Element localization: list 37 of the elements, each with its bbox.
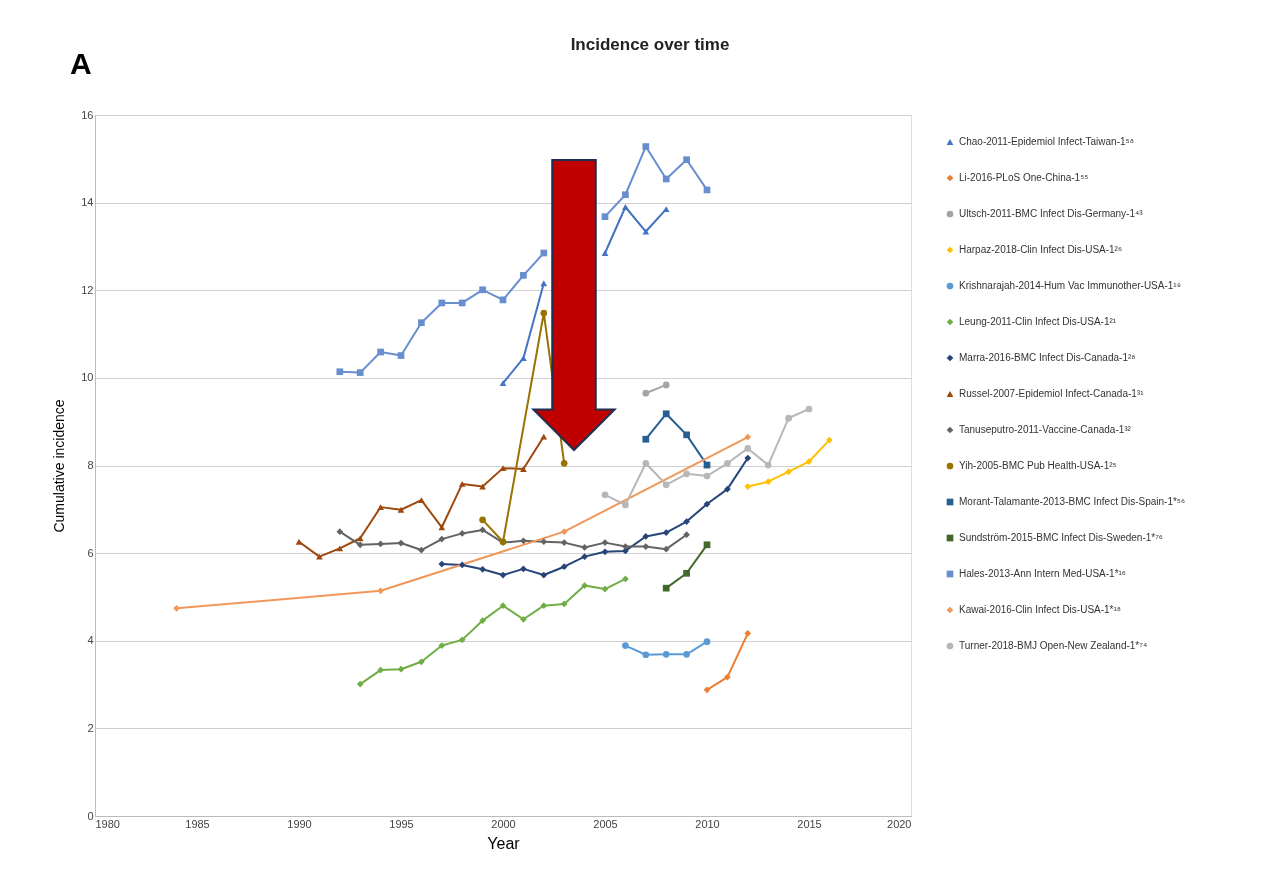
y-tick-label: 0 xyxy=(87,809,94,822)
x-tick-label: 2015 xyxy=(797,817,822,830)
x-tick-label: 2020 xyxy=(887,817,912,830)
y-tick-label: 16 xyxy=(81,108,94,121)
legend-label: Russel-2007-Epidemiol Infect-Canada-1³¹ xyxy=(959,388,1145,399)
x-tick-label: 2005 xyxy=(593,817,618,830)
y-tick-label: 10 xyxy=(81,371,94,384)
text: A xyxy=(70,47,92,80)
legend-label: Marra-2016-BMC Infect Dis-Canada-1²⁸ xyxy=(959,352,1136,363)
legend-label: Kawai-2016-Clin Infect Dis-USA-1*¹⁸ xyxy=(959,604,1122,615)
legend-label: Harpaz-2018-Clin Infect Dis-USA-1²⁶ xyxy=(959,244,1123,255)
legend-label: Sundström-2015-BMC Infect Dis-Sweden-1*⁷⁶ xyxy=(959,532,1163,543)
x-axis-title: Year xyxy=(487,834,521,852)
chart-title: Incidence over time xyxy=(570,35,730,54)
legend-label: Leung-2011-Clin Infect Dis-USA-1²¹ xyxy=(959,316,1117,327)
y-tick-label: 6 xyxy=(87,546,94,559)
y-axis-title: Cumulative incidence xyxy=(51,399,68,533)
legend-label: Turner-2018-BMJ Open-New Zealand-1*⁷⁴ xyxy=(959,640,1148,651)
y-tick-label: 8 xyxy=(87,459,94,471)
x-tick-label: 2010 xyxy=(695,817,720,830)
x-tick-label: 1990 xyxy=(287,817,312,830)
legend-label: Morant-Talamante-2013-BMC Infect Dis-Spain-1*⁵⁶ xyxy=(959,496,1186,507)
y-tick-label: 2 xyxy=(87,721,94,734)
x-tick-label: 1995 xyxy=(389,817,414,830)
legend-label: Krishnarajah-2014-Hum Vac Immunother-USA-1¹⁹ xyxy=(959,280,1181,291)
y-tick-label: 14 xyxy=(81,196,94,209)
x-tick-label: 1985 xyxy=(185,817,210,830)
legend-label: Hales-2013-Ann Intern Med-USA-1*¹⁶ xyxy=(959,568,1126,579)
legend-label: Li-2016-PLoS One-China-1⁵⁵ xyxy=(959,172,1089,183)
legend-label: Chao-2011-Epidemiol Infect-Taiwan-1⁵⁸ xyxy=(959,136,1134,147)
legend-label: Tanuseputro-2011-Vaccine-Canada-1³² xyxy=(959,424,1132,435)
legend-label: Yih-2005-BMC Pub Health-USA-1²⁵ xyxy=(959,460,1117,471)
y-tick-label: 4 xyxy=(87,634,94,647)
y-tick-label: 12 xyxy=(81,283,94,296)
x-tick-label: 1980 xyxy=(95,817,120,830)
legend-label: Ultsch-2011-BMC Infect Dis-Germany-1⁴³ xyxy=(959,208,1144,219)
x-tick-label: 2000 xyxy=(491,817,516,830)
